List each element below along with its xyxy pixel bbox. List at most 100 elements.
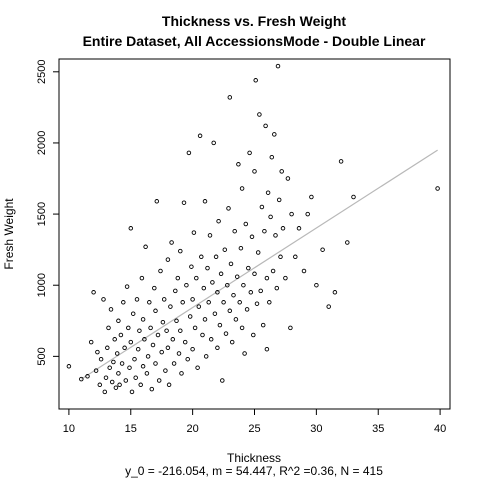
data-point bbox=[176, 351, 182, 356]
data-point bbox=[215, 290, 220, 295]
plot-frame bbox=[58, 58, 451, 410]
data-point bbox=[103, 375, 109, 380]
data-point bbox=[239, 325, 245, 331]
data-point bbox=[140, 364, 146, 369]
data-point bbox=[246, 265, 251, 271]
x-axis: 10 15 20 25 30 35 40 bbox=[63, 408, 446, 435]
data-point bbox=[194, 275, 199, 281]
data-point bbox=[129, 389, 135, 395]
data-point bbox=[165, 257, 171, 262]
data-point bbox=[239, 186, 245, 191]
data-point bbox=[180, 300, 185, 305]
data-point bbox=[252, 271, 257, 277]
data-point bbox=[137, 328, 142, 333]
data-point bbox=[156, 378, 162, 383]
data-point bbox=[134, 297, 140, 302]
data-point bbox=[182, 339, 188, 345]
data-point bbox=[128, 226, 134, 231]
data-point bbox=[139, 275, 145, 281]
data-point bbox=[116, 371, 121, 376]
data-point bbox=[231, 292, 236, 298]
data-point bbox=[168, 304, 173, 309]
data-point bbox=[232, 228, 237, 234]
data-point bbox=[296, 226, 302, 231]
data-point bbox=[267, 300, 272, 305]
y-tick-label: 2500 bbox=[36, 60, 48, 84]
data-point bbox=[132, 356, 137, 362]
x-tick-label: 25 bbox=[248, 423, 260, 435]
data-point bbox=[218, 271, 224, 277]
data-point bbox=[314, 282, 319, 288]
data-point bbox=[243, 221, 249, 227]
data-point bbox=[203, 354, 209, 359]
data-point bbox=[262, 228, 267, 234]
data-point bbox=[247, 150, 252, 156]
data-point bbox=[202, 199, 208, 204]
data-point bbox=[269, 154, 275, 160]
data-point bbox=[107, 365, 112, 370]
data-point bbox=[205, 265, 210, 271]
data-point bbox=[192, 325, 198, 331]
data-point bbox=[215, 345, 220, 351]
data-point bbox=[200, 332, 205, 338]
data-point bbox=[263, 123, 268, 129]
data-point bbox=[283, 275, 288, 281]
data-point bbox=[252, 169, 257, 174]
data-point bbox=[154, 199, 160, 204]
data-point bbox=[97, 382, 103, 388]
y-tick-label: 1500 bbox=[36, 202, 48, 226]
data-point bbox=[101, 297, 106, 302]
data-point bbox=[186, 150, 192, 156]
data-point bbox=[133, 375, 138, 380]
data-point bbox=[138, 382, 143, 388]
fit-line bbox=[80, 149, 438, 380]
data-point bbox=[345, 240, 350, 245]
data-point bbox=[95, 349, 100, 355]
data-point bbox=[190, 297, 195, 302]
data-point bbox=[276, 197, 282, 203]
data-point bbox=[278, 254, 283, 260]
data-point bbox=[118, 332, 124, 338]
data-point bbox=[127, 365, 132, 370]
data-point bbox=[309, 194, 314, 200]
data-point bbox=[293, 254, 298, 260]
data-point bbox=[164, 328, 169, 333]
x-tick-label: 35 bbox=[372, 423, 384, 435]
data-point bbox=[259, 204, 265, 210]
data-point bbox=[122, 345, 127, 351]
data-point bbox=[171, 361, 177, 366]
data-point bbox=[179, 371, 184, 376]
data-point bbox=[165, 345, 171, 351]
data-point bbox=[102, 389, 108, 395]
data-point bbox=[169, 240, 174, 245]
y-tick-label: 1000 bbox=[36, 273, 48, 297]
data-point bbox=[220, 378, 225, 383]
data-point bbox=[326, 304, 331, 309]
data-point bbox=[249, 234, 255, 240]
x-axis-title: Thickness bbox=[227, 451, 281, 465]
data-point bbox=[187, 314, 193, 319]
data-point bbox=[152, 285, 157, 291]
data-point bbox=[227, 95, 233, 100]
data-point bbox=[185, 356, 190, 362]
data-point bbox=[248, 290, 254, 295]
data-point bbox=[153, 361, 158, 366]
data-point bbox=[91, 290, 96, 295]
data-point bbox=[223, 331, 229, 336]
x-tick-label: 40 bbox=[434, 423, 446, 435]
chart-title: Thickness vs. Fresh Weight bbox=[162, 13, 346, 29]
data-point bbox=[178, 248, 183, 254]
data-point bbox=[274, 285, 280, 291]
data-point bbox=[161, 297, 167, 302]
y-axis: 500 1000 1500 2000 2500 bbox=[36, 60, 60, 366]
data-point bbox=[147, 300, 152, 305]
data-point bbox=[144, 371, 150, 376]
data-point bbox=[241, 282, 246, 288]
data-point bbox=[126, 325, 131, 331]
data-point bbox=[170, 337, 176, 342]
data-point bbox=[140, 317, 146, 322]
data-point bbox=[196, 304, 202, 309]
data-point bbox=[238, 245, 244, 251]
data-point bbox=[66, 364, 72, 369]
data-point bbox=[190, 346, 195, 352]
